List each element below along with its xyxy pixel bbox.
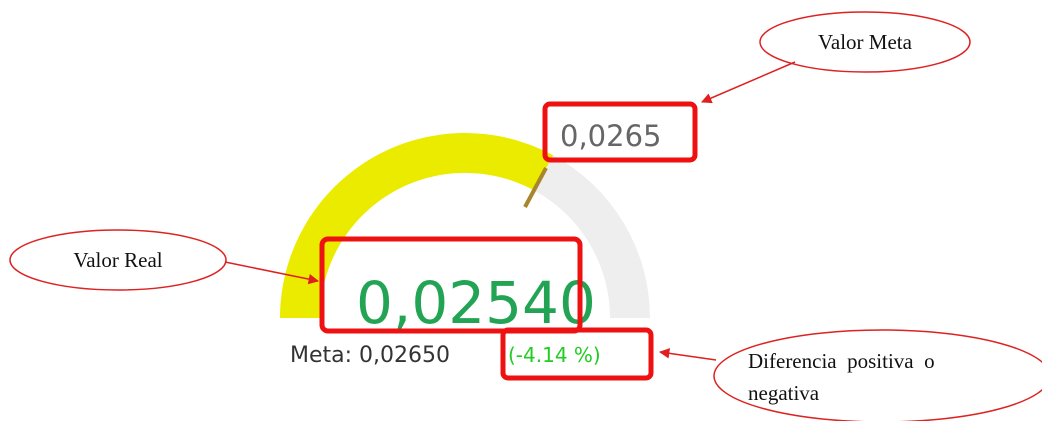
- value-box: [319, 236, 583, 334]
- value-callout: [9, 229, 227, 291]
- highlight-boxes: [319, 101, 698, 381]
- gauge-fill: [280, 133, 554, 318]
- target-box: [542, 101, 698, 163]
- value-label: 0,02540: [356, 269, 596, 337]
- annotations: Valor Meta Valor Real Diferencia positiv…: [9, 11, 1042, 421]
- gauge-track: [534, 155, 650, 318]
- difference-label: (-4.14 %): [508, 343, 601, 367]
- difference-callout: [713, 329, 1042, 421]
- difference-box: [500, 327, 654, 381]
- target-label: 0,0265: [560, 119, 661, 153]
- target-callout-text: Valor Meta: [818, 30, 913, 54]
- value-callout-text: Valor Real: [73, 248, 162, 272]
- arrow: [224, 261, 320, 285]
- target-needle: [523, 167, 548, 208]
- target-callout: [759, 11, 971, 73]
- meta-label: Meta: 0,02650: [290, 343, 450, 368]
- arrow: [701, 61, 796, 104]
- gauge: 0,0265 0,02540 Meta: 0,02650 (-4.14 %): [280, 119, 661, 368]
- difference-callout-text: negativa: [748, 381, 820, 405]
- arrow: [658, 348, 717, 361]
- difference-callout-text: Diferencia positiva o: [748, 349, 935, 373]
